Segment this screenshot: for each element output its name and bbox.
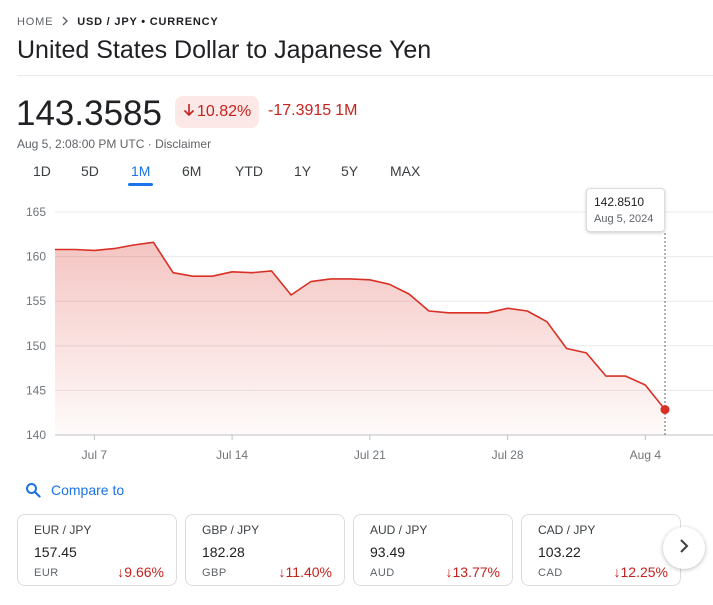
card-change-value: 9.66% [124, 564, 164, 580]
timestamp-text: Aug 5, 2:08:00 PM UTC · [17, 137, 156, 151]
breadcrumb-home-link[interactable]: HOME [17, 16, 54, 28]
card-currency-code: EUR [34, 567, 59, 579]
card-currency-code: AUD [370, 567, 395, 579]
arrow-down-icon: ↓ [613, 564, 621, 580]
compare-card-eur-jpy[interactable]: EUR / JPY 157.45 EUR ↓9.66% [17, 514, 177, 586]
page-title: United States Dollar to Japanese Yen [17, 36, 432, 64]
tab-ytd[interactable]: YTD [235, 163, 263, 179]
tab-1d[interactable]: 1D [33, 163, 51, 179]
current-point-marker [660, 405, 670, 415]
y-tick-label: 165 [26, 205, 46, 219]
chevron-right-icon [678, 538, 690, 559]
compare-to-label: Compare to [51, 482, 125, 498]
card-pair: AUD / JPY [370, 523, 428, 537]
card-change: ↓11.40% [279, 564, 332, 580]
card-change: ↓13.77% [446, 564, 500, 580]
card-pair: EUR / JPY [34, 523, 92, 537]
card-change: ↓12.25% [614, 564, 668, 580]
card-pair: CAD / JPY [538, 523, 596, 537]
compare-card-cad-jpy[interactable]: CAD / JPY 103.22 CAD ↓12.25% [521, 514, 681, 586]
quote-timestamp: Aug 5, 2:08:00 PM UTC · Disclaimer [17, 137, 211, 151]
compare-to-button[interactable]: Compare to [25, 482, 124, 498]
y-tick-label: 150 [26, 339, 46, 353]
tab-6m[interactable]: 6M [182, 163, 202, 179]
chevron-right-icon [61, 15, 69, 29]
y-tick-label: 140 [26, 428, 46, 442]
tab-5y[interactable]: 5Y [341, 163, 359, 179]
tab-1y[interactable]: 1Y [294, 163, 312, 179]
card-currency-code: CAD [538, 567, 563, 579]
chart-tooltip: 142.8510 Aug 5, 2024 [586, 188, 665, 232]
compare-card-gbp-jpy[interactable]: GBP / JPY 182.28 GBP ↓11.40% [185, 514, 345, 586]
current-price: 143.3585 [16, 94, 162, 133]
x-tick-label: Jul 21 [354, 448, 386, 462]
percent-change-value: 10.82% [197, 103, 252, 120]
disclaimer-link[interactable]: Disclaimer [155, 137, 212, 151]
card-change-value: 11.40% [285, 564, 332, 580]
tab-max[interactable]: MAX [390, 163, 421, 179]
percent-change-badge: 10.82% [175, 96, 260, 128]
price-chart[interactable]: 165 160 155 150 145 140 Jul 7 Jul 14 Jul 21 Jul 2… [0, 185, 713, 470]
card-value: 93.49 [370, 544, 406, 560]
x-tick-label: Jul 28 [492, 448, 524, 462]
arrow-down-icon: ↓ [278, 564, 286, 580]
breadcrumb-current: USD / JPY • CURRENCY [77, 16, 219, 28]
x-tick-label: Jul 14 [216, 448, 248, 462]
y-tick-label: 155 [26, 294, 46, 308]
price-line [55, 241, 666, 411]
card-value: 157.45 [34, 544, 77, 560]
y-tick-label: 145 [26, 383, 46, 397]
card-pair: GBP / JPY [202, 523, 260, 537]
card-change-value: 13.77% [452, 564, 500, 580]
change-period: 1M [335, 102, 358, 119]
price-chart-svg: 165 160 155 150 145 140 Jul 7 Jul 14 Jul 21 Jul 2… [26, 205, 713, 462]
card-currency-code: GBP [202, 567, 227, 579]
card-value: 182.28 [202, 544, 245, 560]
x-tick-label: Aug 4 [630, 448, 662, 462]
search-icon [25, 482, 41, 498]
card-change: ↓9.66% [117, 564, 164, 580]
x-tick-label: Jul 7 [82, 448, 108, 462]
card-value: 103.22 [538, 544, 581, 560]
tab-5d[interactable]: 5D [81, 163, 99, 179]
next-cards-button[interactable] [663, 527, 705, 569]
arrow-down-icon: ↓ [117, 564, 125, 580]
absolute-change: -17.3915 1M [268, 102, 357, 120]
absolute-change-value: -17.3915 [268, 102, 332, 119]
card-change-value: 12.25% [620, 564, 668, 580]
price-area [55, 242, 665, 435]
y-tick-label: 160 [26, 250, 46, 264]
tooltip-value: 142.8510 [594, 195, 645, 209]
arrow-down-icon: ↓ [445, 564, 453, 580]
tab-1m[interactable]: 1M [127, 163, 154, 186]
compare-card-aud-jpy[interactable]: AUD / JPY 93.49 AUD ↓13.77% [353, 514, 513, 586]
divider [17, 75, 713, 76]
tooltip-date: Aug 5, 2024 [594, 213, 654, 225]
breadcrumb: HOME USD / JPY • CURRENCY [17, 15, 219, 29]
arrow-down-icon [183, 103, 195, 121]
